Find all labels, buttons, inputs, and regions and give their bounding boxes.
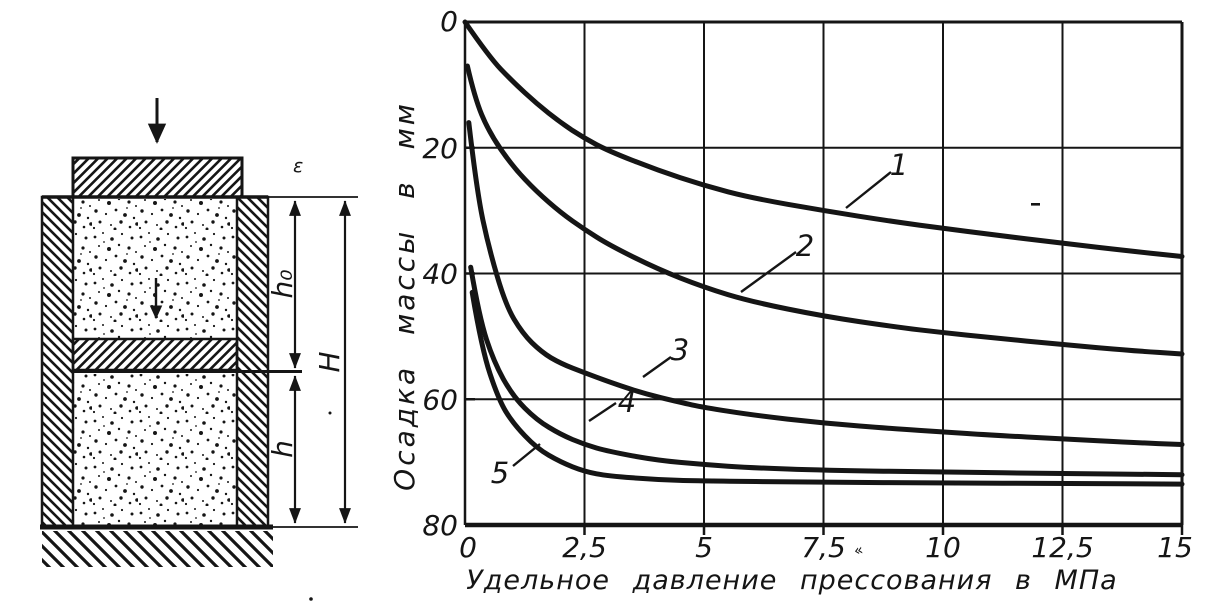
y-tick-label-0: 0 (440, 5, 458, 38)
curve-1 (462, 19, 1185, 259)
print-artifact-dot (328, 411, 332, 415)
curve-label-2: 2 (796, 229, 814, 263)
y-tick-label-80: 80 (422, 509, 458, 542)
dimension-label-h: h (266, 440, 299, 458)
x-tick-label-15: 15 (1157, 531, 1193, 564)
x-axis-title: Удельное давление прессования в МПа (466, 565, 1117, 596)
die-left-wall (40, 195, 75, 529)
curve-label-1: 1 (890, 148, 908, 182)
print-artifact-dot (309, 597, 313, 601)
dimension-label-H: H (313, 351, 346, 372)
die-right-wall (235, 195, 270, 529)
print-artifact-dash (1031, 203, 1040, 206)
curve-4 (468, 264, 1185, 478)
curve-label-5: 5 (491, 456, 509, 490)
x-tick-label-2,5: 2,5 (562, 531, 607, 564)
curve-label-leader-3 (642, 356, 672, 378)
curve-label-4: 4 (618, 385, 636, 419)
y-tick-label-20: 20 (422, 132, 458, 165)
upper-punch (71, 156, 244, 199)
curve-label-leader-1 (845, 171, 892, 209)
powder-lower-layer (74, 374, 236, 525)
y-tick-label-60: 60 (422, 383, 458, 416)
x-tick-label-12,5: 12,5 (1031, 531, 1093, 564)
x-tick-label-5: 5 (695, 531, 713, 564)
print-artifact-smudge: « (852, 540, 865, 560)
dimension-label-h0: h₀ (266, 270, 299, 299)
y-axis-title: Осадка массы в мм (388, 101, 421, 491)
y-tick-label-40: 40 (422, 258, 458, 291)
press-die-diagram: h₀ H h ε (40, 98, 358, 567)
print-artifact-epsilon: ε (293, 155, 303, 177)
x-tick-label-0: 0 (459, 531, 477, 564)
curve-2 (464, 63, 1185, 357)
curve-5 (469, 289, 1185, 487)
curve-3 (466, 120, 1185, 447)
curve-label-leader-5 (512, 443, 541, 467)
x-tick-label-10: 10 (925, 531, 961, 564)
curve-label-leader-2 (740, 251, 797, 293)
x-tick-label-7,5: 7,5 (801, 531, 846, 564)
curve-label-3: 3 (671, 333, 689, 367)
scan-artifacts: « (309, 203, 1040, 601)
pressed-compact-layer (71, 337, 239, 372)
base-plate-hatch (42, 531, 273, 567)
curve-label-leader-4 (588, 402, 617, 422)
